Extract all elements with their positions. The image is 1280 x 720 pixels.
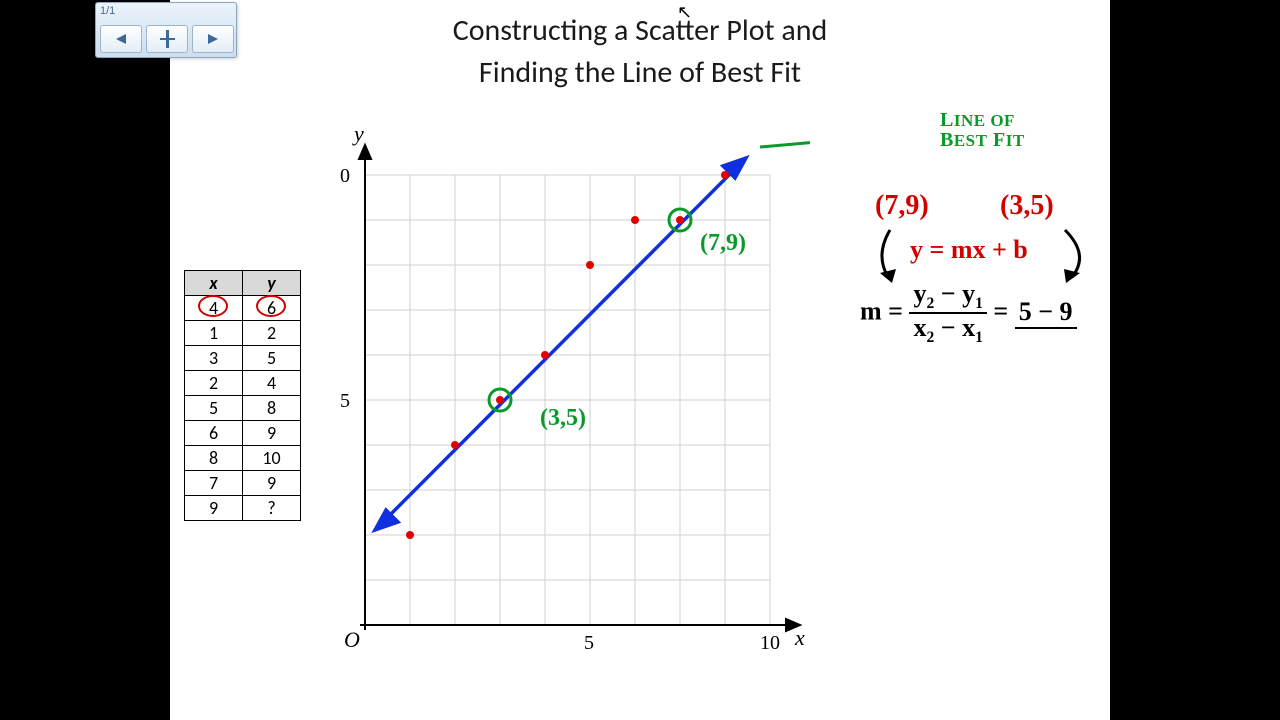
title-line-2: Finding the Line of Best Fit [479, 54, 801, 91]
point-label-35: (3,5) [540, 405, 586, 432]
prev-button[interactable] [100, 25, 142, 53]
coord-annotation-35: (3,5) [1000, 190, 1054, 222]
svg-text:5: 5 [584, 632, 594, 654]
svg-text:O: O [344, 627, 360, 652]
pen-icon [166, 30, 169, 48]
slope-equals: = [993, 296, 1008, 325]
pen-tool-button[interactable] [146, 25, 188, 53]
table-row: 35 [185, 346, 301, 371]
slide-counter: 1/1 [100, 5, 115, 17]
table-row: 24 [185, 371, 301, 396]
table-row: 810 [185, 446, 301, 471]
coord-annotation-79: (7,9) [875, 190, 929, 222]
slope-formula: m = y2 − y1 x2 − x1 = 5 − 9 [860, 280, 1077, 347]
table-row: 46 [185, 296, 301, 321]
table-header-x: x [185, 271, 243, 296]
curved-arrow-right [1050, 225, 1110, 285]
presentation-toolbar: 1/1 [95, 2, 237, 58]
svg-text:10: 10 [340, 165, 350, 187]
svg-text:y: y [352, 121, 364, 146]
svg-text:x: x [794, 625, 805, 650]
whiteboard-area: ↖ Constructing a Scatter Plot and Findin… [170, 0, 1110, 720]
title-line-1: Constructing a Scatter Plot and [453, 12, 828, 49]
table-row: 79 [185, 471, 301, 496]
table-header-row: x y [185, 271, 301, 296]
line-of-best-fit-label: LINE OFBEST FIT [940, 110, 1025, 150]
table-row: 58 [185, 396, 301, 421]
equation-ymxb: y = mx + b [910, 235, 1028, 265]
table-row: 9? [185, 496, 301, 521]
svg-text:5: 5 [340, 390, 350, 412]
slope-rhs-numerator: 5 − 9 [1015, 298, 1077, 329]
table-header-y: y [243, 271, 301, 296]
page-title: Constructing a Scatter Plot and Finding … [170, 10, 1110, 94]
svg-text:10: 10 [760, 632, 780, 654]
table-row: 69 [185, 421, 301, 446]
scatter-plot: y x O 5 10 5 10 [340, 115, 810, 675]
arrow-right-icon [208, 34, 218, 44]
table-row: 12 [185, 321, 301, 346]
data-table: x y 46 12 35 24 58 69 810 79 9? [184, 270, 301, 521]
arrow-left-icon [116, 34, 126, 44]
point-label-79: (7,9) [700, 230, 746, 257]
slope-lhs: m = [860, 296, 903, 325]
next-button[interactable] [192, 25, 234, 53]
